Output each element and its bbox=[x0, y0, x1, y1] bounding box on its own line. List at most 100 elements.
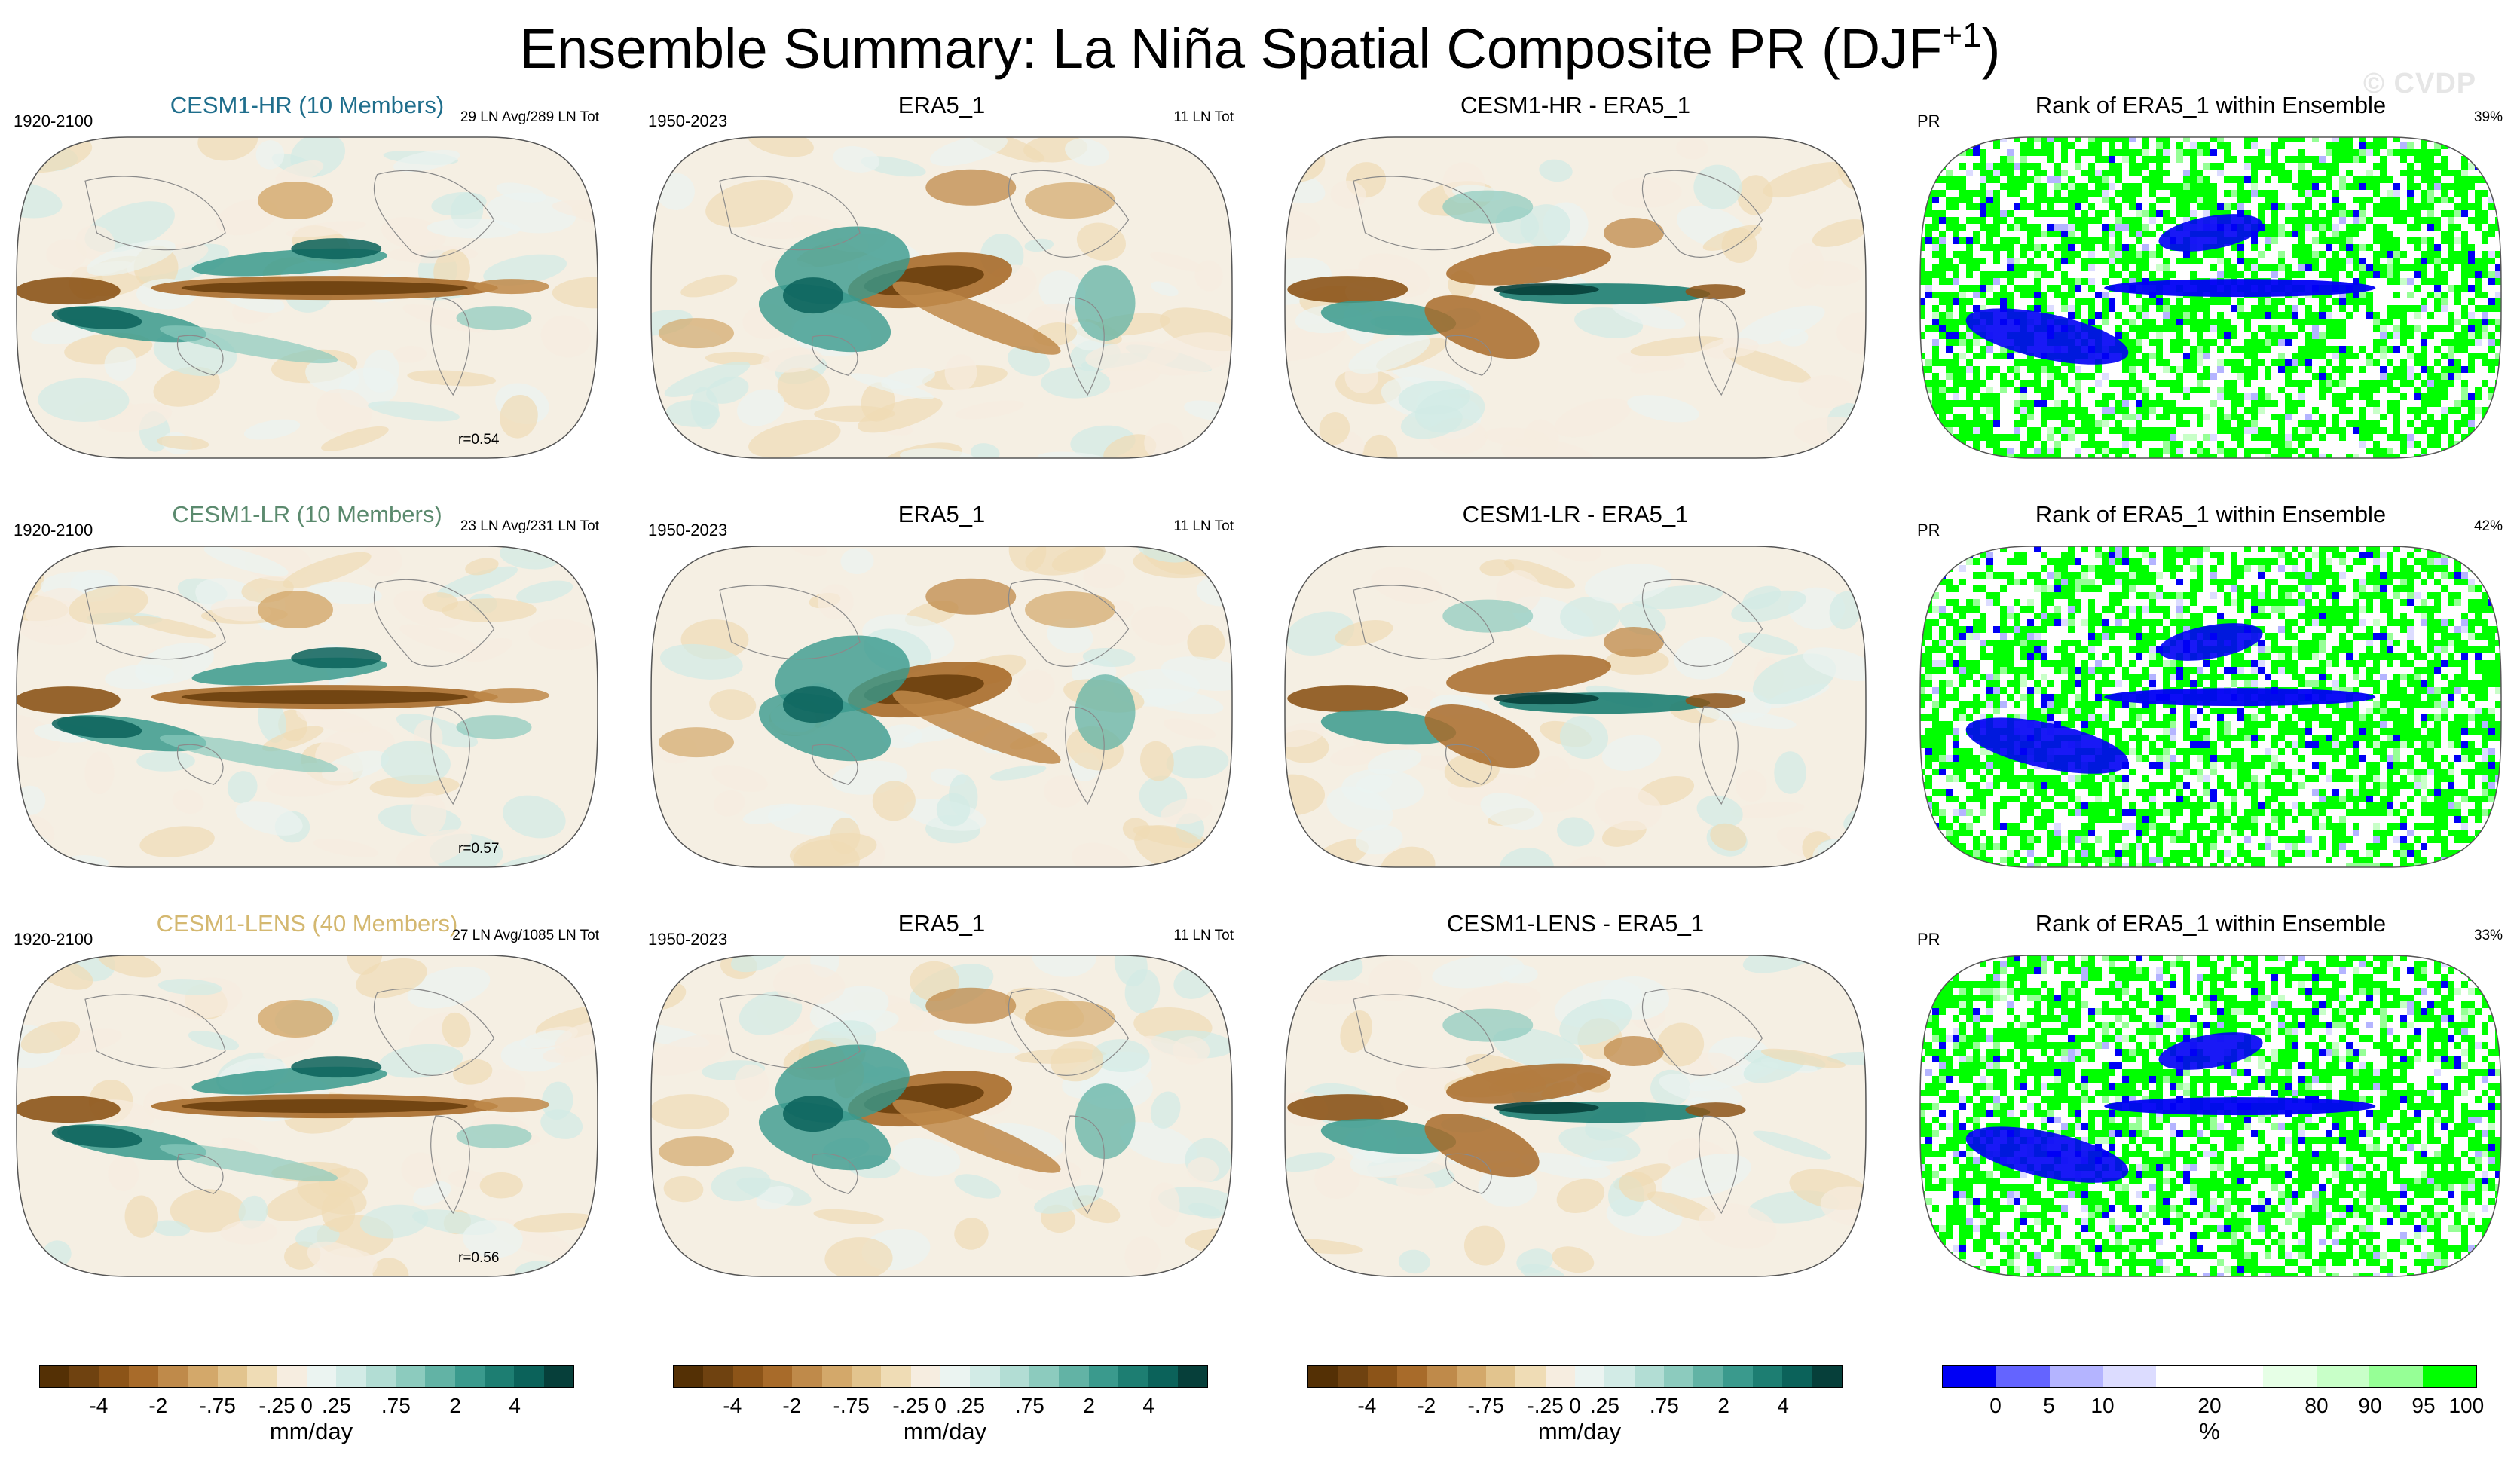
panel-count-r2c3: 33% bbox=[2473, 928, 2503, 943]
map-border-r1c0 bbox=[16, 546, 598, 868]
colorbar-tick-label: 20 bbox=[2197, 1394, 2222, 1417]
map-field-r0c0 bbox=[17, 137, 598, 458]
colorbar-swatch bbox=[1604, 1366, 1635, 1387]
map-field-r0c1 bbox=[651, 137, 1232, 458]
panel-title-r2c1: ERA5_1 bbox=[898, 910, 986, 937]
colorbar-tick-label: .75 bbox=[381, 1394, 411, 1417]
panel-period-r2c1: 1950-2023 bbox=[648, 930, 728, 949]
panel-title-r1c0: CESM1-LR (10 Members) bbox=[172, 501, 442, 527]
colorbar-swatch bbox=[2049, 1366, 2103, 1387]
panel-title-r0c2: CESM1-HR - ERA5_1 bbox=[1460, 92, 1690, 118]
colorbar-swatch bbox=[2209, 1366, 2263, 1387]
colorbar-tick-label: 0 bbox=[1569, 1394, 1581, 1417]
map-r0c2 bbox=[1284, 136, 1867, 459]
colorbar-tick-label: 90 bbox=[2358, 1394, 2382, 1417]
colorbar-tick-label: -2 bbox=[782, 1394, 802, 1417]
colorbar-swatch bbox=[158, 1366, 188, 1387]
panel-period-r0c1: 1950-2023 bbox=[648, 112, 728, 130]
colorbar-swatch bbox=[1485, 1366, 1516, 1387]
colorbar-tick-label: -.25 bbox=[1527, 1394, 1564, 1417]
colorbar-swatch bbox=[970, 1366, 1000, 1387]
map-field-r1c3 bbox=[1920, 546, 2501, 867]
colorbar-tick-label: -.25 bbox=[258, 1394, 295, 1417]
panel-count-r0c3: 39% bbox=[2473, 109, 2503, 125]
colorbar-swatch bbox=[1088, 1366, 1118, 1387]
panel-title-r0c3: Rank of ERA5_1 within Ensemble bbox=[2035, 92, 2387, 118]
colorbar-swatch bbox=[1059, 1366, 1089, 1387]
map-r0c0 bbox=[16, 136, 598, 459]
map-field-r2c0 bbox=[17, 955, 598, 1276]
colorbar-tick-label: -4 bbox=[89, 1394, 109, 1417]
colorbar-swatch bbox=[1177, 1366, 1207, 1387]
map-r1c2 bbox=[1284, 546, 1867, 868]
colorbar-swatch bbox=[999, 1366, 1029, 1387]
colorbar-unit-label: % bbox=[2199, 1418, 2220, 1444]
panel-period-r1c0: 1920-2100 bbox=[14, 521, 93, 539]
panel-period-r0c3: PR bbox=[1917, 112, 1940, 130]
colorbar-cb0 bbox=[39, 1365, 574, 1388]
colorbar-swatch bbox=[1634, 1366, 1664, 1387]
panel-count-r1c1: 11 LN Tot bbox=[1173, 518, 1234, 534]
colorbar-swatch bbox=[188, 1366, 218, 1387]
panel-count-r1c0: 23 LN Avg/231 LN Tot bbox=[460, 518, 599, 534]
panel-count-r2c1: 11 LN Tot bbox=[1173, 928, 1234, 943]
colorbar-swatch bbox=[2316, 1366, 2370, 1387]
colorbar-swatch bbox=[1723, 1366, 1753, 1387]
map-field-r0c2 bbox=[1285, 137, 1866, 458]
figure-title-text: Ensemble Summary: La Niña Spatial Compos… bbox=[519, 17, 1943, 80]
colorbar-swatch bbox=[514, 1366, 544, 1387]
map-field-r1c0 bbox=[17, 546, 598, 867]
colorbar-unit-label: mm/day bbox=[269, 1418, 353, 1444]
colorbar-cb3 bbox=[1942, 1365, 2477, 1388]
panel-title-r1c2: CESM1-LR - ERA5_1 bbox=[1462, 501, 1689, 527]
colorbar-swatch bbox=[69, 1366, 99, 1387]
colorbar-tick-label: 2 bbox=[449, 1394, 462, 1417]
colorbar-swatch bbox=[1456, 1366, 1486, 1387]
colorbar-swatch bbox=[395, 1366, 426, 1387]
figure-title: Ensemble Summary: La Niña Spatial Compos… bbox=[0, 17, 2520, 77]
panel-correlation-r2c0: r=0.56 bbox=[458, 1250, 500, 1266]
panel-period-r2c0: 1920-2100 bbox=[14, 930, 93, 949]
colorbar-tick-label: 5 bbox=[2043, 1394, 2055, 1417]
colorbar-tick-label: 4 bbox=[1142, 1394, 1154, 1417]
colorbar-tick-label: -2 bbox=[1417, 1394, 1436, 1417]
map-border-r0c0 bbox=[16, 136, 598, 459]
colorbar-swatch bbox=[940, 1366, 971, 1387]
colorbar-tick-label: 95 bbox=[2411, 1394, 2436, 1417]
colorbar-swatch bbox=[2423, 1366, 2476, 1387]
colorbar-swatch bbox=[821, 1366, 852, 1387]
colorbar-swatch bbox=[1752, 1366, 1783, 1387]
figure-title-superscript: +1 bbox=[1942, 15, 1982, 55]
map-r2c0 bbox=[16, 955, 598, 1277]
colorbar-tick-label: .25 bbox=[321, 1394, 351, 1417]
colorbar-swatch bbox=[128, 1366, 159, 1387]
colorbar-tick-label: 100 bbox=[2448, 1394, 2485, 1417]
map-border-r1c1 bbox=[650, 546, 1233, 868]
colorbar-swatch bbox=[454, 1366, 485, 1387]
colorbar-swatch bbox=[1574, 1366, 1605, 1387]
panel-title-r1c3: Rank of ERA5_1 within Ensemble bbox=[2035, 501, 2387, 527]
colorbar-swatch bbox=[1396, 1366, 1427, 1387]
colorbar-tick-label: .75 bbox=[1014, 1394, 1044, 1417]
map-r2c1 bbox=[650, 955, 1233, 1277]
colorbar-swatch bbox=[1663, 1366, 1694, 1387]
colorbar-tick-label: -.75 bbox=[1467, 1394, 1504, 1417]
map-field-r0c3 bbox=[1920, 137, 2501, 458]
colorbar-tick-label: -.25 bbox=[892, 1394, 929, 1417]
panel-period-r1c1: 1950-2023 bbox=[648, 521, 728, 539]
map-border-r2c2 bbox=[1284, 955, 1867, 1277]
colorbar-swatch bbox=[1308, 1366, 1338, 1387]
colorbar-tick-label: 4 bbox=[509, 1394, 521, 1417]
map-r1c1 bbox=[650, 546, 1233, 868]
colorbar-swatch bbox=[306, 1366, 337, 1387]
colorbar-tick-label: 2 bbox=[1083, 1394, 1096, 1417]
colorbar-cb1 bbox=[673, 1365, 1208, 1388]
colorbar-tick-label: -2 bbox=[148, 1394, 168, 1417]
map-r1c3 bbox=[1919, 546, 2502, 868]
cvdp-watermark: © CVDP bbox=[2363, 68, 2477, 99]
colorbar-tick-label: 2 bbox=[1717, 1394, 1730, 1417]
panel-period-r1c3: PR bbox=[1917, 521, 1940, 539]
panel-title-r1c1: ERA5_1 bbox=[898, 501, 986, 527]
map-field-r2c3 bbox=[1920, 955, 2501, 1276]
colorbar-tick-label: 0 bbox=[934, 1394, 947, 1417]
